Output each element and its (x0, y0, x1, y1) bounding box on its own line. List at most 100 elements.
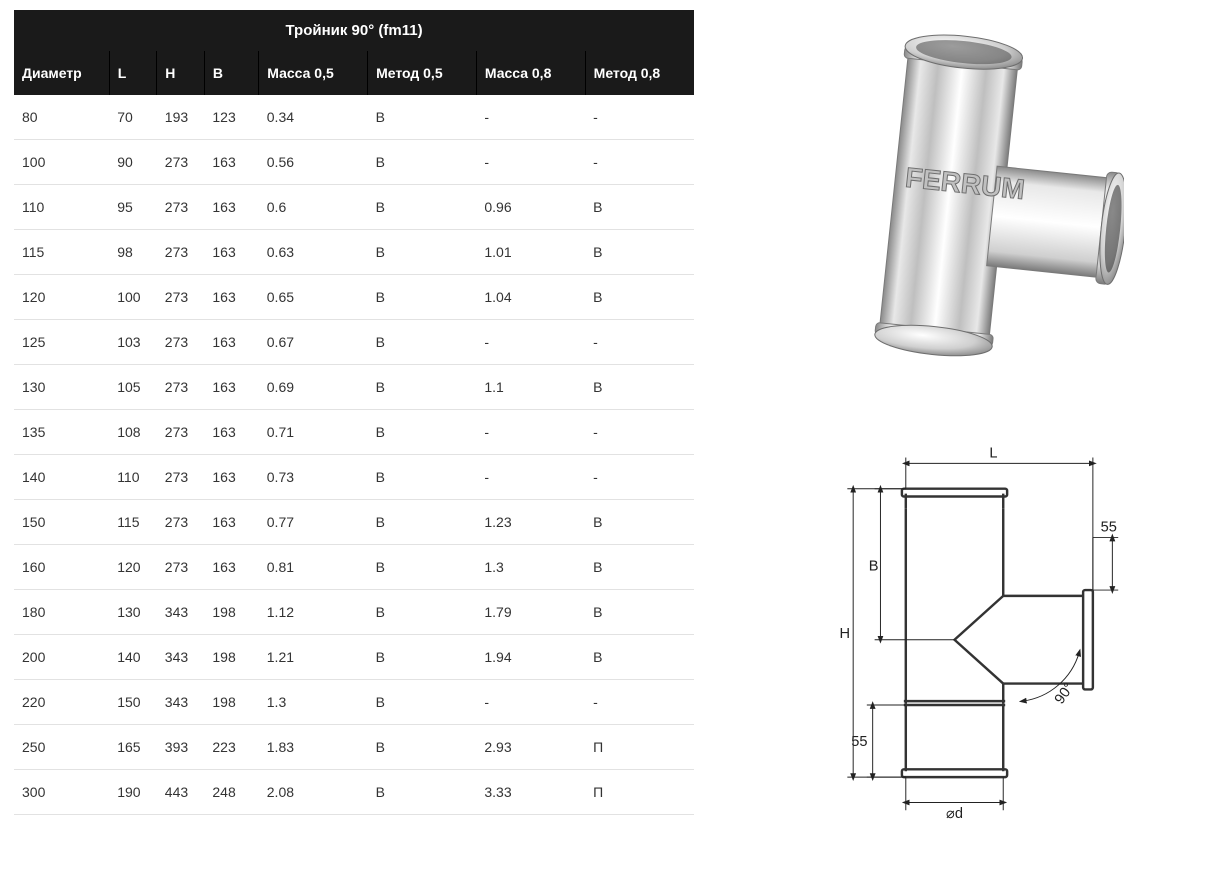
table-cell: 198 (204, 590, 258, 635)
table-cell: 163 (204, 275, 258, 320)
table-cell: 180 (14, 590, 109, 635)
table-cell: 120 (109, 545, 157, 590)
table-cell: - (585, 455, 694, 500)
table-cell: 95 (109, 185, 157, 230)
table-cell: 163 (204, 500, 258, 545)
table-cell: 0.34 (259, 95, 368, 140)
table-cell: B (368, 590, 477, 635)
table-cell: 193 (157, 95, 205, 140)
table-cell: B (368, 365, 477, 410)
spec-table-container: Тройник 90° (fm11) Диаметр L H B Масса 0… (14, 10, 694, 820)
table-cell: 248 (204, 770, 258, 815)
table-row: 1301052731630.69B1.1B (14, 365, 694, 410)
table-cell: 80 (14, 95, 109, 140)
table-cell: B (585, 275, 694, 320)
table-cell: 273 (157, 500, 205, 545)
table-cell: 273 (157, 275, 205, 320)
table-cell: 0.6 (259, 185, 368, 230)
table-cell: B (368, 500, 477, 545)
col-method-05: Метод 0,5 (368, 51, 477, 95)
table-cell: - (476, 140, 585, 185)
table-cell: 163 (204, 545, 258, 590)
table-cell: 2.93 (476, 725, 585, 770)
table-cell: 443 (157, 770, 205, 815)
table-row: 1501152731630.77B1.23B (14, 500, 694, 545)
table-cell: B (368, 140, 477, 185)
table-cell: 140 (14, 455, 109, 500)
table-cell: 110 (109, 455, 157, 500)
spec-table: Тройник 90° (fm11) Диаметр L H B Масса 0… (14, 10, 694, 815)
table-row: 1201002731630.65B1.04B (14, 275, 694, 320)
col-mass-08: Масса 0,8 (476, 51, 585, 95)
table-cell: B (585, 590, 694, 635)
col-diameter: Диаметр (14, 51, 109, 95)
image-column: FERRUM (824, 10, 1124, 820)
table-cell: 140 (109, 635, 157, 680)
table-cell: 100 (14, 140, 109, 185)
table-cell: - (585, 95, 694, 140)
table-row: 1601202731630.81B1.3B (14, 545, 694, 590)
table-cell: 150 (14, 500, 109, 545)
table-cell: B (585, 500, 694, 545)
col-b: B (204, 51, 258, 95)
table-cell: 3.33 (476, 770, 585, 815)
table-row: 1351082731630.71B-- (14, 410, 694, 455)
table-cell: 0.69 (259, 365, 368, 410)
table-row: 1801303431981.12B1.79B (14, 590, 694, 635)
table-cell: B (585, 545, 694, 590)
table-cell: 0.73 (259, 455, 368, 500)
table-cell: 0.65 (259, 275, 368, 320)
table-cell: 1.21 (259, 635, 368, 680)
table-cell: 393 (157, 725, 205, 770)
table-cell: 150 (109, 680, 157, 725)
table-cell: 250 (14, 725, 109, 770)
table-cell: 1.1 (476, 365, 585, 410)
dimension-drawing: L 55 H B (824, 440, 1124, 820)
table-body: 80701931230.34B--100902731630.56B--11095… (14, 95, 694, 815)
table-cell: 120 (14, 275, 109, 320)
table-cell: 1.12 (259, 590, 368, 635)
table-cell: 165 (109, 725, 157, 770)
table-cell: 163 (204, 230, 258, 275)
table-cell: 273 (157, 365, 205, 410)
table-row: 100902731630.56B-- (14, 140, 694, 185)
table-cell: 100 (109, 275, 157, 320)
dim-label-b: B (869, 559, 879, 575)
table-row: 110952731630.6B0.96B (14, 185, 694, 230)
table-cell: 273 (157, 230, 205, 275)
table-title: Тройник 90° (fm11) (14, 10, 694, 51)
table-cell: B (368, 185, 477, 230)
table-row: 1401102731630.73B-- (14, 455, 694, 500)
table-cell: - (476, 680, 585, 725)
table-cell: 0.71 (259, 410, 368, 455)
table-cell: - (476, 410, 585, 455)
dim-label-h: H (840, 626, 851, 642)
table-cell: 1.04 (476, 275, 585, 320)
table-cell: 300 (14, 770, 109, 815)
table-cell: B (585, 185, 694, 230)
table-cell: 343 (157, 680, 205, 725)
dim-label-55-bottom: 55 (851, 734, 867, 750)
table-cell: 223 (204, 725, 258, 770)
table-cell: 273 (157, 455, 205, 500)
table-cell: 130 (14, 365, 109, 410)
table-cell: 0.67 (259, 320, 368, 365)
table-row: 1251032731630.67B-- (14, 320, 694, 365)
table-cell: 1.83 (259, 725, 368, 770)
table-cell: 115 (14, 230, 109, 275)
col-method-08: Метод 0,8 (585, 51, 694, 95)
product-render: FERRUM (824, 20, 1124, 360)
table-cell: П (585, 770, 694, 815)
table-cell: B (368, 635, 477, 680)
table-cell: 273 (157, 140, 205, 185)
col-h: H (157, 51, 205, 95)
table-cell: 0.96 (476, 185, 585, 230)
table-cell: B (585, 635, 694, 680)
table-cell: 2.08 (259, 770, 368, 815)
table-cell: B (368, 680, 477, 725)
table-row: 2001403431981.21B1.94B (14, 635, 694, 680)
table-cell: 163 (204, 455, 258, 500)
table-cell: 0.81 (259, 545, 368, 590)
table-row: 2501653932231.83B2.93П (14, 725, 694, 770)
table-cell: 273 (157, 410, 205, 455)
